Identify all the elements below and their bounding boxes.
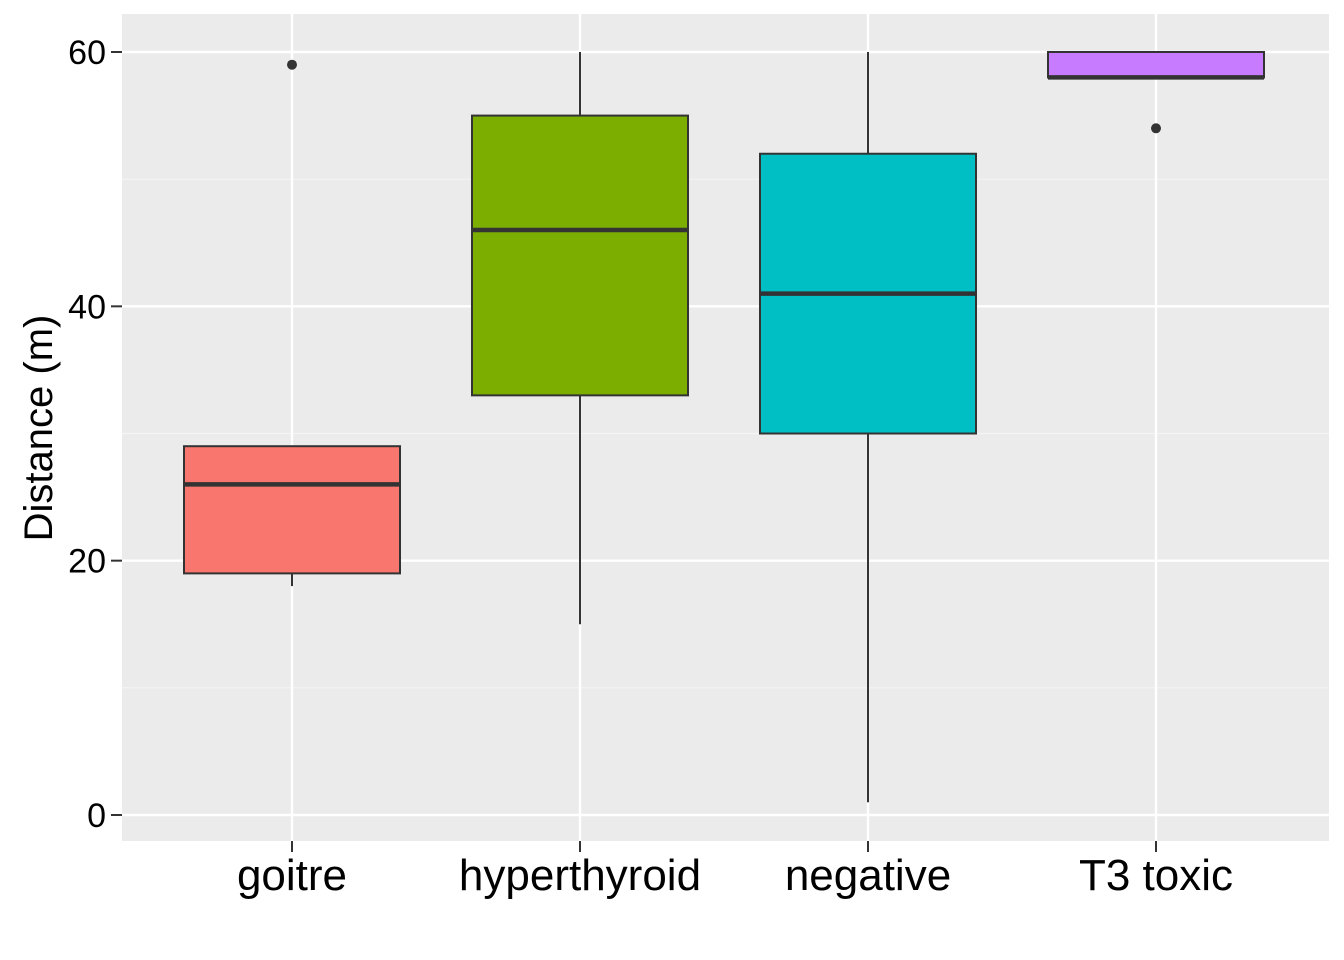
plot-panel: [122, 14, 1329, 841]
y-tick-label: 20: [68, 543, 106, 581]
box-negative: [759, 52, 977, 803]
outlier-point: [1151, 123, 1161, 134]
x-tick-label: goitre: [237, 851, 347, 900]
outlier-point: [287, 59, 297, 70]
x-tick-label: T3 toxic: [1079, 851, 1233, 900]
box-iqr: [1047, 51, 1265, 79]
minor-gridlines: [122, 178, 1329, 689]
y-tick-label: 60: [68, 34, 106, 72]
y-axis-title: Distance (m): [17, 315, 61, 542]
x-tick-label: negative: [785, 851, 951, 900]
box-goitre: [183, 59, 401, 587]
y-tick-label: 40: [68, 288, 106, 326]
box-t3-toxic: [1047, 51, 1265, 134]
box-hyperthyroid: [471, 52, 689, 625]
x-axis: goitre hyperthyroid negative T3 toxic: [237, 841, 1233, 900]
box-iqr: [183, 445, 401, 575]
box-iqr: [471, 114, 689, 397]
y-tick-label: 0: [87, 797, 106, 835]
y-axis: 0 20 40 60: [68, 34, 122, 835]
box-series: [183, 51, 1265, 803]
x-tick-label: hyperthyroid: [459, 851, 701, 900]
